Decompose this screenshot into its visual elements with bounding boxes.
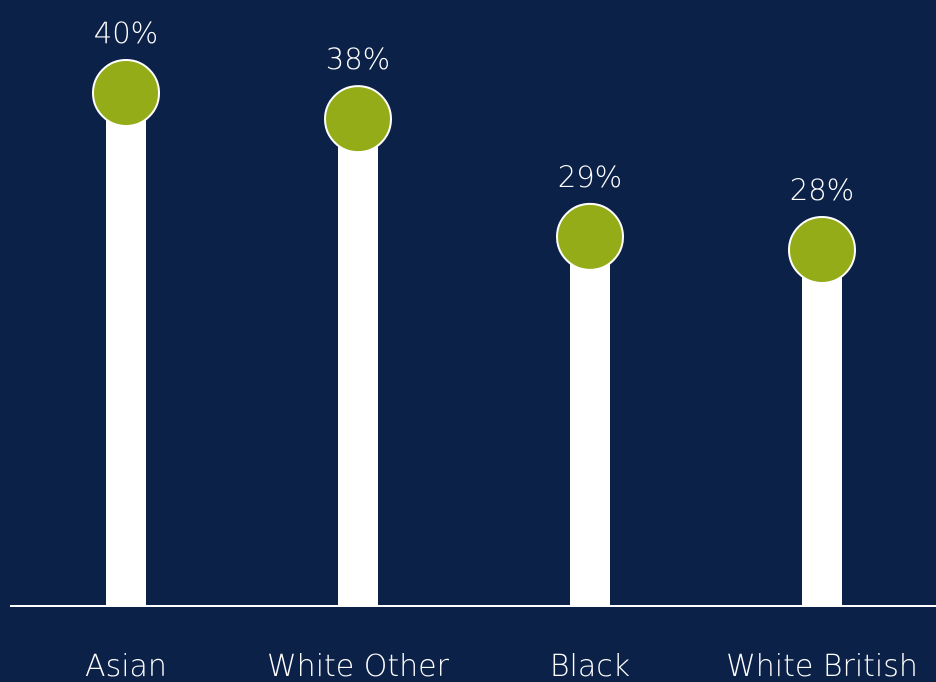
stem-white-british: [802, 250, 842, 606]
marker-white-other: [324, 85, 392, 154]
value-label-black: 29%: [558, 160, 622, 194]
value-labels-group: 40% 38% 29% 28%: [94, 16, 854, 207]
category-labels-group: Asian White Other Black White British: [85, 649, 918, 682]
stems-group: [106, 93, 842, 607]
category-label-asian: Asian: [85, 649, 167, 682]
marker-black: [556, 202, 624, 271]
stem-asian: [106, 93, 146, 606]
markers-group: [92, 59, 856, 284]
category-label-white-british: White British: [726, 649, 918, 682]
stem-black: [570, 236, 610, 606]
category-label-black: Black: [550, 649, 630, 682]
marker-asian: [92, 59, 160, 127]
value-label-asian: 40%: [94, 16, 158, 50]
category-label-white-other: White Other: [267, 649, 450, 682]
marker-white-british: [788, 216, 856, 284]
value-label-white-british: 28%: [790, 173, 854, 207]
value-label-white-other: 38%: [326, 42, 390, 76]
stem-white-other: [338, 119, 378, 607]
